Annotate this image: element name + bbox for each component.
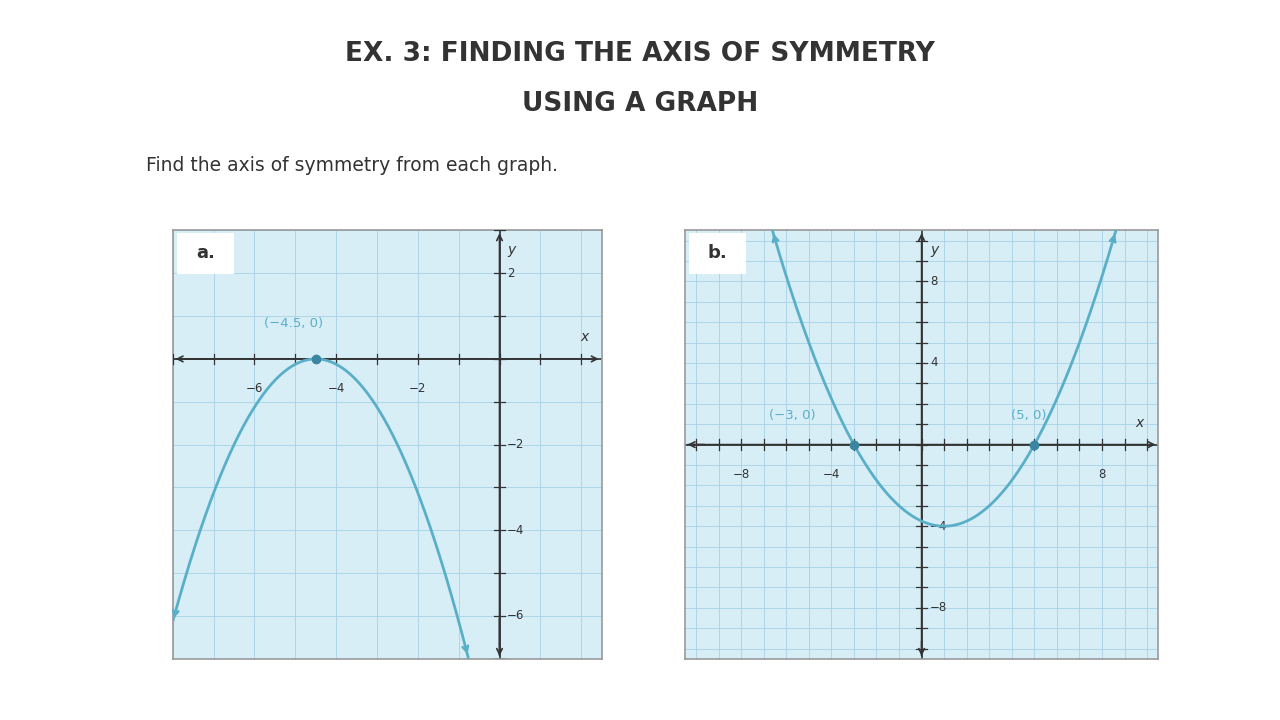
- Text: −4: −4: [823, 468, 840, 481]
- Text: −4: −4: [931, 520, 947, 533]
- Text: 8: 8: [931, 275, 937, 288]
- Text: −4: −4: [507, 523, 525, 537]
- Text: −4: −4: [328, 382, 344, 395]
- FancyBboxPatch shape: [685, 230, 750, 277]
- Text: a.: a.: [196, 245, 215, 263]
- Text: −8: −8: [931, 601, 947, 614]
- Text: −8: −8: [732, 468, 750, 481]
- Text: −2: −2: [507, 438, 525, 451]
- Text: USING A GRAPH: USING A GRAPH: [522, 91, 758, 117]
- Text: (−4.5, 0): (−4.5, 0): [264, 317, 324, 330]
- Text: x: x: [1135, 415, 1143, 430]
- Text: EX. 3: FINDING THE AXIS OF SYMMETRY: EX. 3: FINDING THE AXIS OF SYMMETRY: [346, 41, 934, 67]
- Text: 4: 4: [931, 356, 938, 369]
- Text: 2: 2: [507, 266, 515, 280]
- Text: x: x: [580, 330, 589, 344]
- Text: (−3, 0): (−3, 0): [769, 409, 815, 422]
- Text: −6: −6: [507, 609, 525, 623]
- Text: y: y: [507, 243, 516, 257]
- Text: −6: −6: [246, 382, 264, 395]
- Text: b.: b.: [708, 245, 727, 263]
- Text: 8: 8: [1098, 468, 1106, 481]
- Text: −2: −2: [410, 382, 426, 395]
- Text: (5, 0): (5, 0): [1011, 409, 1046, 422]
- Text: Find the axis of symmetry from each graph.: Find the axis of symmetry from each grap…: [146, 156, 558, 175]
- FancyBboxPatch shape: [173, 230, 238, 277]
- Text: y: y: [931, 243, 938, 257]
